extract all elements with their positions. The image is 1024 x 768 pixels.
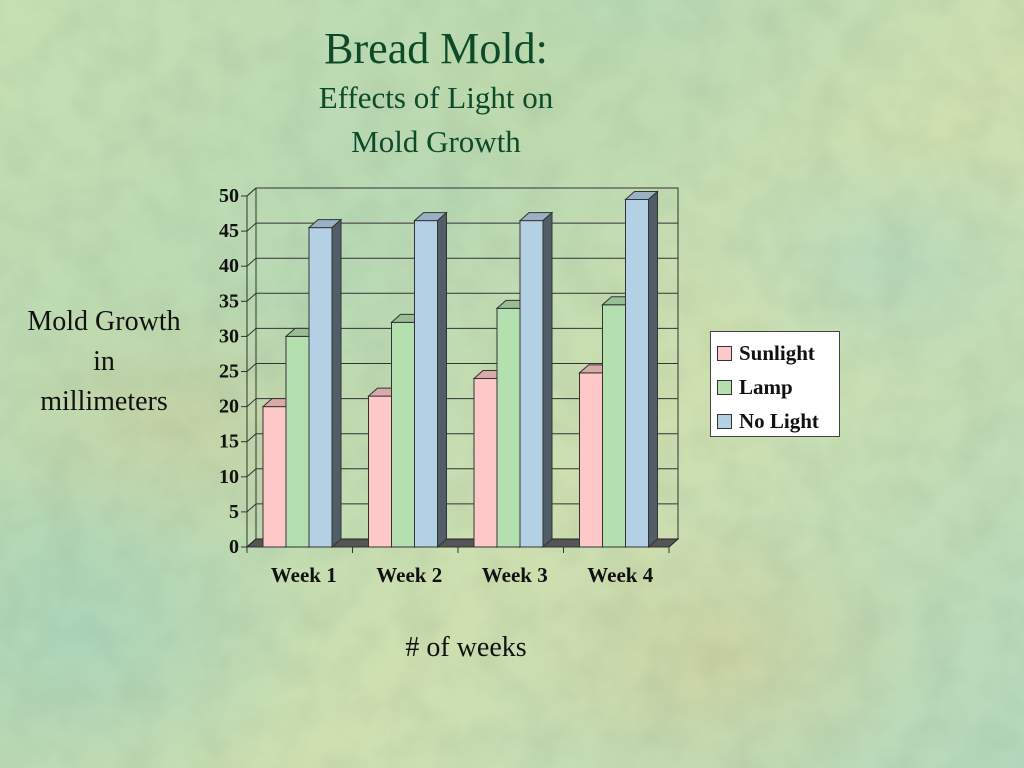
x-tick-label: Week 4 — [587, 563, 653, 587]
y-tick-label: 10 — [219, 466, 239, 488]
bar-no-light — [518, 211, 554, 549]
legend-swatch — [717, 413, 732, 429]
y-tick-label: 35 — [219, 290, 239, 312]
bar-front — [414, 220, 438, 548]
y-tick-label: 5 — [229, 501, 239, 523]
y-tick-label: 0 — [229, 536, 239, 558]
x-tick-label: Week 3 — [482, 563, 548, 587]
legend-swatch — [717, 345, 732, 361]
x-tick-label: Week 2 — [376, 563, 442, 587]
bar-side — [437, 211, 447, 549]
bar-front — [308, 227, 333, 548]
bar-no-light — [307, 218, 343, 549]
y-axis-title: Mold Growth in millimeters — [4, 302, 204, 422]
y-axis-title-line-1: Mold Growth — [27, 306, 181, 337]
gridline — [246, 187, 678, 197]
x-tick-label: Week 1 — [271, 563, 337, 587]
bar-no-light — [624, 190, 659, 549]
y-tick-label: 40 — [219, 255, 239, 277]
slide-title: Bread Mold: — [324, 24, 548, 73]
bar-front — [579, 372, 603, 548]
chart-legend: Sunlight Lamp No Light — [710, 331, 840, 437]
bar-front — [391, 321, 415, 548]
slide-subtitle-line-1: Effects of Light on — [318, 80, 554, 115]
bar-side — [648, 190, 658, 549]
bar-side — [542, 211, 553, 549]
title-block: Bread Mold: Effects of Light on Mold Gro… — [236, 22, 636, 164]
legend-label: No Light — [739, 408, 819, 433]
bar-front — [625, 199, 649, 548]
y-axis-title-line-3: millimeters — [40, 386, 168, 417]
bar-front — [519, 220, 544, 548]
x-axis-title: # of weeks — [405, 632, 527, 663]
bar-front — [496, 307, 521, 548]
y-tick-label: 15 — [219, 431, 239, 453]
legend-label: Sunlight — [739, 340, 815, 365]
y-tick-label: 50 — [219, 185, 239, 207]
y-axis-title-line-2: in — [93, 346, 115, 377]
bar-front — [473, 378, 498, 548]
y-tick-label: 20 — [219, 396, 239, 418]
bar-side — [331, 218, 342, 549]
bar-no-light — [413, 211, 448, 549]
legend-swatch — [717, 379, 732, 395]
legend-item: No Light — [717, 408, 819, 434]
legend-item: Sunlight — [717, 340, 815, 366]
bar-front — [368, 395, 392, 548]
bar-front — [285, 335, 310, 548]
bar-front — [602, 304, 626, 548]
slide-subtitle-line-2: Mold Growth — [351, 124, 521, 159]
y-tick-label: 30 — [219, 325, 239, 347]
y-tick-label: 45 — [219, 220, 239, 242]
bar-front — [262, 406, 287, 548]
y-tick-label: 25 — [219, 361, 239, 383]
legend-label: Lamp — [739, 374, 793, 399]
legend-item: Lamp — [717, 374, 793, 400]
